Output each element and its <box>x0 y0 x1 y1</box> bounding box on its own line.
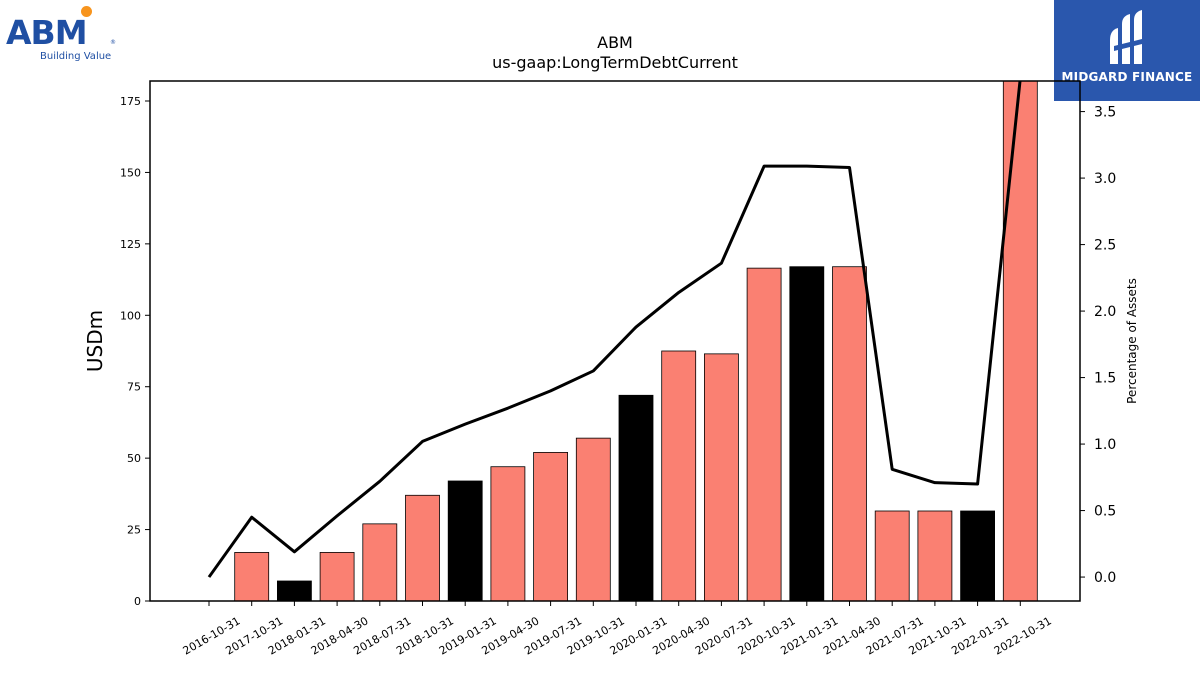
bar <box>575 437 611 602</box>
plot-frame <box>149 80 1081 602</box>
bar <box>1002 80 1038 602</box>
y2-tick-label: 1.5 <box>1094 371 1116 387</box>
abm-tagline: Building Value <box>40 51 112 62</box>
right-axis-ticks: 0.0 0.5 1.0 1.5 2.0 2.5 3.0 3.5 <box>1080 105 1116 586</box>
y-tick-label: 100 <box>120 309 141 322</box>
bars-layer <box>234 80 1038 602</box>
y2-axis-label: Percentage of Assets <box>1125 278 1139 404</box>
bar <box>533 452 568 602</box>
bar <box>746 267 782 602</box>
chart-subtitle: us-gaap:LongTermDebtCurrent <box>492 53 738 72</box>
y2-tick-label: 1.0 <box>1094 437 1116 453</box>
y-tick-label: 50 <box>127 452 141 465</box>
y-axis-label: USDm <box>83 310 107 372</box>
y2-tick-label: 2.5 <box>1094 238 1116 254</box>
y2-tick-label: 3.5 <box>1094 105 1116 121</box>
y2-tick-label: 3.0 <box>1094 171 1116 187</box>
x-axis-ticks: 2016-10-312017-10-312018-01-312018-04-30… <box>181 601 1054 658</box>
bar <box>276 580 312 602</box>
left-axis-ticks: 0 25 50 75 100 125 150 175 <box>120 95 150 608</box>
y-tick-label: 25 <box>127 524 141 537</box>
bar <box>447 480 483 602</box>
bar <box>960 510 995 602</box>
y-tick-label: 175 <box>120 95 141 108</box>
midgard-emblem-icon <box>1110 10 1146 64</box>
bar <box>832 266 867 602</box>
y-tick-label: 125 <box>120 238 141 251</box>
y-tick-label: 75 <box>127 381 141 394</box>
percentage-line <box>207 81 1022 578</box>
bar <box>490 466 526 602</box>
bar <box>319 552 355 602</box>
abm-wordmark: ABM <box>6 13 88 52</box>
abm-registered-mark: ® <box>110 39 116 46</box>
abm-logo: ABM ® Building Value <box>6 6 116 66</box>
chart-title: ABM <box>597 33 633 52</box>
bar <box>618 394 654 602</box>
midgard-finance-name: MIDGARD FINANCE <box>1061 70 1193 84</box>
y2-tick-label: 2.0 <box>1094 304 1116 320</box>
bar <box>661 350 697 602</box>
percentage-line-layer <box>207 81 1022 578</box>
midgard-finance-logo: MIDGARD FINANCE <box>1054 0 1200 101</box>
y-tick-label: 150 <box>120 166 141 179</box>
abm-logo-dot <box>81 6 92 17</box>
y2-tick-label: 0.5 <box>1094 504 1116 520</box>
y-tick-label: 0 <box>134 595 141 608</box>
bar <box>234 552 270 602</box>
bar <box>362 523 398 602</box>
bar <box>704 353 739 602</box>
bar <box>405 494 440 602</box>
bar <box>917 510 953 602</box>
y2-tick-label: 0.0 <box>1094 570 1116 586</box>
bar <box>874 510 910 602</box>
bar <box>789 266 825 602</box>
